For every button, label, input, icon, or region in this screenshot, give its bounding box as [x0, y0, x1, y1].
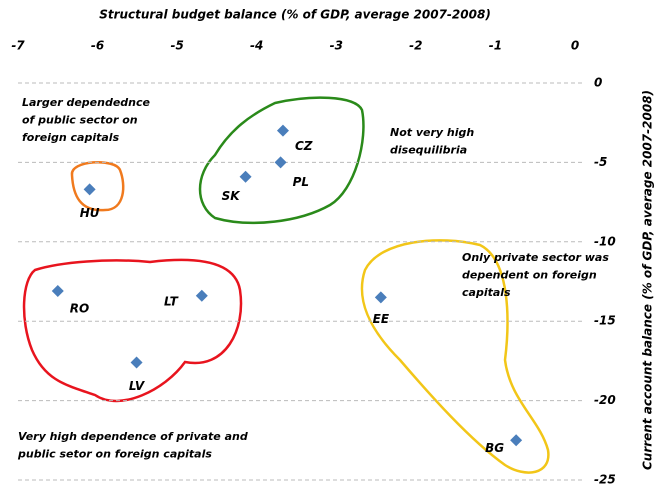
y-tick-label: -15	[594, 314, 616, 328]
x-tick-label: -7	[11, 39, 25, 53]
point	[374, 291, 387, 304]
point	[51, 285, 64, 298]
point-label: PL	[293, 175, 309, 189]
annotation: of public sector on	[22, 114, 138, 127]
annotation: capitals	[462, 286, 511, 299]
annotation: Not very high	[390, 126, 474, 139]
annotation: foreign capitals	[22, 131, 120, 144]
x-tick-label: -1	[489, 39, 502, 53]
y-axis-title: Current account balance (% of GDP, avera…	[641, 90, 655, 470]
point-label: BG	[485, 441, 504, 455]
y-tick-label: -25	[594, 473, 616, 487]
point-label: LT	[164, 294, 179, 308]
x-tick-label: -4	[250, 39, 263, 53]
cz-pl-sk-group-outline	[198, 96, 365, 225]
point	[276, 124, 289, 137]
x-tick-label: -2	[409, 39, 422, 53]
annotation: disequilibria	[390, 144, 467, 157]
annotation: Larger dependednce	[22, 96, 151, 109]
hu-group-outline	[70, 160, 125, 212]
x-tick-label: -5	[170, 39, 183, 53]
point	[83, 183, 96, 196]
point	[239, 170, 252, 183]
point	[195, 289, 208, 302]
ee-bg-group-outline	[360, 239, 550, 474]
y-tick-label: -10	[594, 234, 616, 248]
y-tick-label: -20	[594, 393, 616, 407]
point	[510, 434, 523, 447]
x-axis-title: Structural budget balance (% of GDP, ave…	[99, 8, 491, 22]
annotation: Only private sector was	[462, 251, 609, 264]
point	[130, 356, 143, 369]
y-tick-label: 0	[594, 76, 602, 90]
point-label: EE	[373, 312, 390, 326]
point-label: LV	[129, 379, 146, 393]
annotation: Very high dependence of private and	[18, 430, 248, 443]
x-tick-label: -3	[330, 39, 343, 53]
point-label: CZ	[295, 139, 313, 153]
annotation: public setor on foreign capitals	[17, 448, 212, 461]
point-label: RO	[70, 302, 89, 316]
point-label: SK	[222, 189, 242, 203]
ro-lt-lv-group-outline	[22, 258, 243, 403]
point-label: HU	[80, 206, 100, 220]
point	[274, 156, 287, 169]
y-tick-label: -5	[594, 155, 607, 169]
x-tick-label: -6	[91, 39, 104, 53]
annotation: dependent on foreign	[462, 269, 597, 282]
x-tick-label: 0	[571, 39, 579, 53]
